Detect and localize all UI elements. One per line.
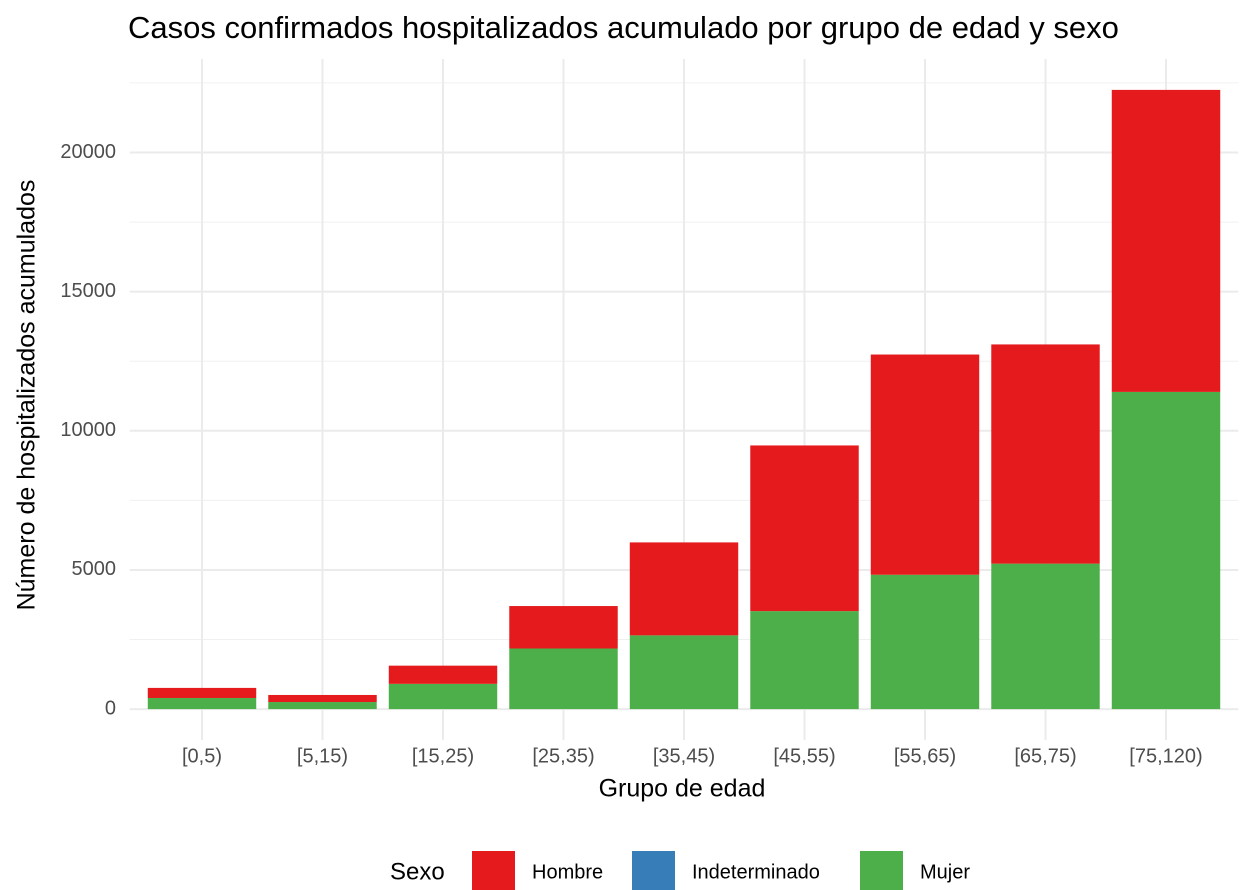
x-tick-label: [25,35): [532, 745, 594, 767]
y-tick-label: 15000: [60, 280, 116, 302]
chart-title: Casos confirmados hospitalizados acumula…: [128, 10, 1119, 45]
legend-label: Mujer: [920, 861, 970, 883]
legend-label: Indeterminado: [692, 861, 820, 883]
x-tick-label: [5,15): [297, 745, 348, 767]
legend-key: [632, 851, 675, 890]
bar-segment: [388, 683, 498, 710]
bar-segment: [147, 687, 257, 698]
x-tick-label: [55,65): [894, 745, 956, 767]
bar-segment: [870, 574, 980, 710]
bar-segment: [509, 648, 618, 710]
y-axis-title: Número de hospitalizados acumulados: [13, 180, 41, 611]
y-tick-label: 10000: [60, 419, 116, 441]
y-tick-label: 5000: [72, 558, 117, 580]
x-axis-title: Grupo de edad: [599, 775, 766, 803]
bar-segment: [147, 697, 257, 710]
bar-segment: [991, 344, 1100, 564]
x-tick-label: [75,120): [1129, 745, 1202, 767]
bar-segment: [1111, 89, 1221, 392]
bar-segment: [750, 611, 859, 710]
x-tick-label: [15,25): [412, 745, 474, 767]
x-tick-label: [65,75): [1014, 745, 1076, 767]
legend-key: [860, 851, 903, 890]
y-tick-label: 20000: [60, 141, 116, 163]
bar-segment: [629, 542, 739, 636]
bar-segment: [509, 606, 618, 649]
bar-segment: [629, 635, 739, 710]
legend-key: [472, 851, 515, 890]
bar-segment: [268, 694, 377, 703]
x-tick-label: [45,55): [773, 745, 835, 767]
bar-segment: [750, 445, 859, 612]
legend-label: Hombre: [532, 861, 603, 883]
bar-segment: [870, 354, 980, 575]
legend-title: Sexo: [390, 858, 445, 885]
x-tick-label: [0,5): [182, 745, 222, 767]
bar-segment: [1111, 391, 1221, 710]
bar-segment: [388, 665, 498, 684]
bar-segment: [991, 563, 1100, 710]
bar-segment: [268, 702, 377, 710]
x-tick-label: [35,45): [653, 745, 715, 767]
y-tick-label: 0: [105, 697, 116, 719]
